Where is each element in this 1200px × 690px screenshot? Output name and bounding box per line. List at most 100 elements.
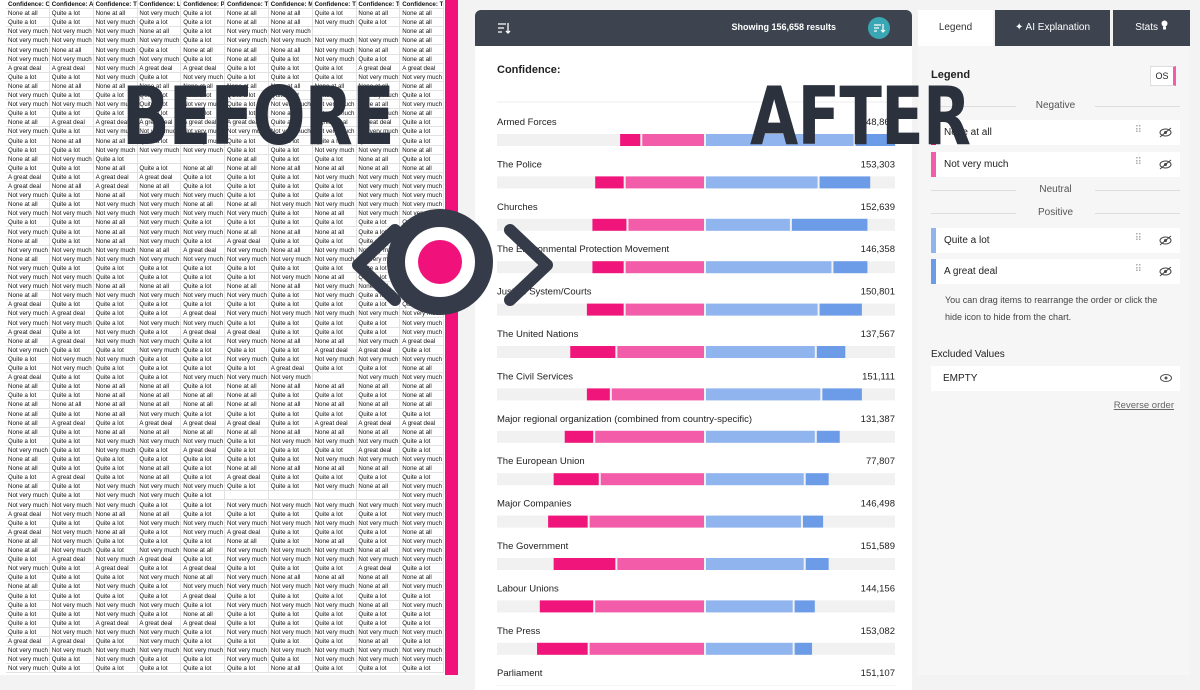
sheet-cell: Not very much [312, 172, 357, 182]
sheet-cell: None at all [181, 200, 226, 210]
sheet-cell: A great deal [225, 418, 269, 428]
sheet-cell: Quite a lot [49, 455, 94, 465]
sheet-cell: Not very much [6, 664, 50, 674]
sheet-cell: Quite a lot [400, 436, 445, 446]
sheet-cell: None at all [312, 336, 357, 346]
sheet-cell: Not very much [356, 455, 401, 465]
sheet-cell: Quite a lot [181, 500, 226, 510]
sheet-cell: Not very much [49, 364, 94, 374]
legend-item[interactable]: Not very much ⠿ [931, 152, 1180, 177]
sheet-cell: Quite a lot [268, 327, 313, 337]
sheet-cell: Quite a lot [49, 327, 94, 337]
divider-strip [445, 0, 458, 675]
sheet-cell: Quite a lot [312, 72, 357, 82]
sheet-cell: Quite a lot [268, 618, 313, 628]
toolbar: Showing 156,658 results [475, 10, 912, 46]
tab-ai[interactable]: ✦ AI Explanation [995, 10, 1110, 46]
sheet-cell: Quite a lot [400, 473, 445, 483]
sheet-cell: None at all [268, 109, 313, 119]
sheet-cell: Quite a lot [356, 318, 401, 328]
sheet-cell: Not very much [137, 191, 182, 201]
sheet-cell: Quite a lot [93, 309, 138, 319]
sheet-cell: Quite a lot [49, 9, 94, 19]
sheet-cell: None at all [356, 427, 401, 437]
sheet-cell: Not very much [356, 500, 401, 510]
sheet-cell: Not very much [6, 655, 50, 665]
tab-stats[interactable]: Stats [1113, 10, 1190, 46]
sheet-cell: None at all [400, 9, 445, 19]
category-total: 137,567 [861, 329, 895, 340]
transform-icon [352, 209, 553, 315]
sheet-cell: Not very much [137, 345, 182, 355]
sheet-cell: Quite a lot [93, 664, 138, 674]
hide-icon[interactable] [1159, 127, 1172, 138]
sheet-cell: A great deal [356, 118, 401, 128]
sheet-cell: Not very much [6, 646, 50, 656]
sheet-cell: Not very much [400, 72, 445, 82]
sheet-cell: Quite a lot [181, 354, 226, 364]
legend-item[interactable]: None at all ⠿ [931, 120, 1180, 145]
sheet-cell: Quite a lot [225, 273, 269, 283]
legend-item[interactable]: A great deal ⠿ [931, 259, 1180, 284]
sheet-cell: Not very much [93, 245, 138, 255]
sheet-cell: Quite a lot [225, 109, 269, 119]
sheet-cell: Quite a lot [49, 582, 94, 592]
os-button[interactable]: OS [1150, 66, 1176, 86]
sheet-cell: Quite a lot [356, 327, 401, 337]
sheet-cell: Quite a lot [400, 345, 445, 355]
sheet-cell: None at all [312, 81, 357, 91]
sheet-cell: Quite a lot [6, 391, 50, 401]
sheet-cell: Not very much [137, 546, 182, 556]
sheet-cell: Quite a lot [93, 546, 138, 556]
tab-legend[interactable]: Legend [918, 10, 993, 46]
category-total: 150,801 [861, 287, 895, 298]
sheet-cell: None at all [312, 227, 357, 237]
sheet-cell: Quite a lot [225, 509, 269, 519]
reverse-order-link[interactable]: Reverse order [1113, 400, 1174, 411]
sheet-cell: Quite a lot [6, 218, 50, 228]
sheet-cell: Not very much [400, 627, 445, 637]
sheet-cell: Quite a lot [225, 364, 269, 374]
sheet-cell: Quite a lot [268, 300, 313, 310]
sheet-cell: None at all [312, 573, 357, 583]
sheet-cell: Not very much [181, 127, 226, 137]
sheet-cell: None at all [93, 409, 138, 419]
sheet-cell: None at all [137, 509, 182, 519]
legend-item[interactable]: Quite a lot ⠿ [931, 228, 1180, 253]
sheet-cell: Not very much [6, 345, 50, 355]
sheet-cell: Not very much [356, 91, 401, 101]
sheet-cell: Not very much [181, 436, 226, 446]
bar-segment [600, 473, 704, 486]
sheet-cell: Quite a lot [356, 409, 401, 419]
sort-button[interactable] [868, 17, 890, 39]
category-label: The Press [497, 626, 541, 637]
sheet-cell: Quite a lot [49, 91, 94, 101]
sheet-cell: Quite a lot [225, 136, 269, 146]
excluded-item[interactable]: EMPTY [931, 366, 1180, 391]
bar-segment [706, 218, 790, 231]
hide-icon[interactable] [1159, 159, 1172, 170]
show-icon[interactable] [1160, 373, 1172, 383]
sort-icon[interactable] [497, 21, 511, 35]
sheet-cell: Not very much [312, 600, 357, 610]
sheet-cell: Not very much [49, 36, 94, 46]
sheet-cell: None at all [400, 527, 445, 537]
sheet-cell: A great deal [93, 182, 138, 192]
sheet-cell: A great deal [93, 172, 138, 182]
hide-icon[interactable] [1159, 235, 1172, 246]
sheet-cell: None at all [181, 45, 226, 55]
sheet-cell: Quite a lot [312, 618, 357, 628]
sheet-cell: None at all [6, 336, 50, 346]
sheet-cell: Quite a lot [49, 427, 94, 437]
hide-icon[interactable] [1159, 266, 1172, 277]
sheet-cell: None at all [356, 582, 401, 592]
sheet-cell: Not very much [137, 436, 182, 446]
sheet-cell: Quite a lot [356, 527, 401, 537]
drag-handle: ⠿ [1134, 157, 1142, 168]
sheet-cell: None at all [225, 54, 269, 64]
bar-segment [706, 558, 804, 570]
sheet-cell: Quite a lot [137, 45, 182, 55]
sheet-cell: Quite a lot [268, 473, 313, 483]
sheet-cell: Not very much [6, 273, 50, 283]
sheet-cell: Quite a lot [137, 455, 182, 465]
